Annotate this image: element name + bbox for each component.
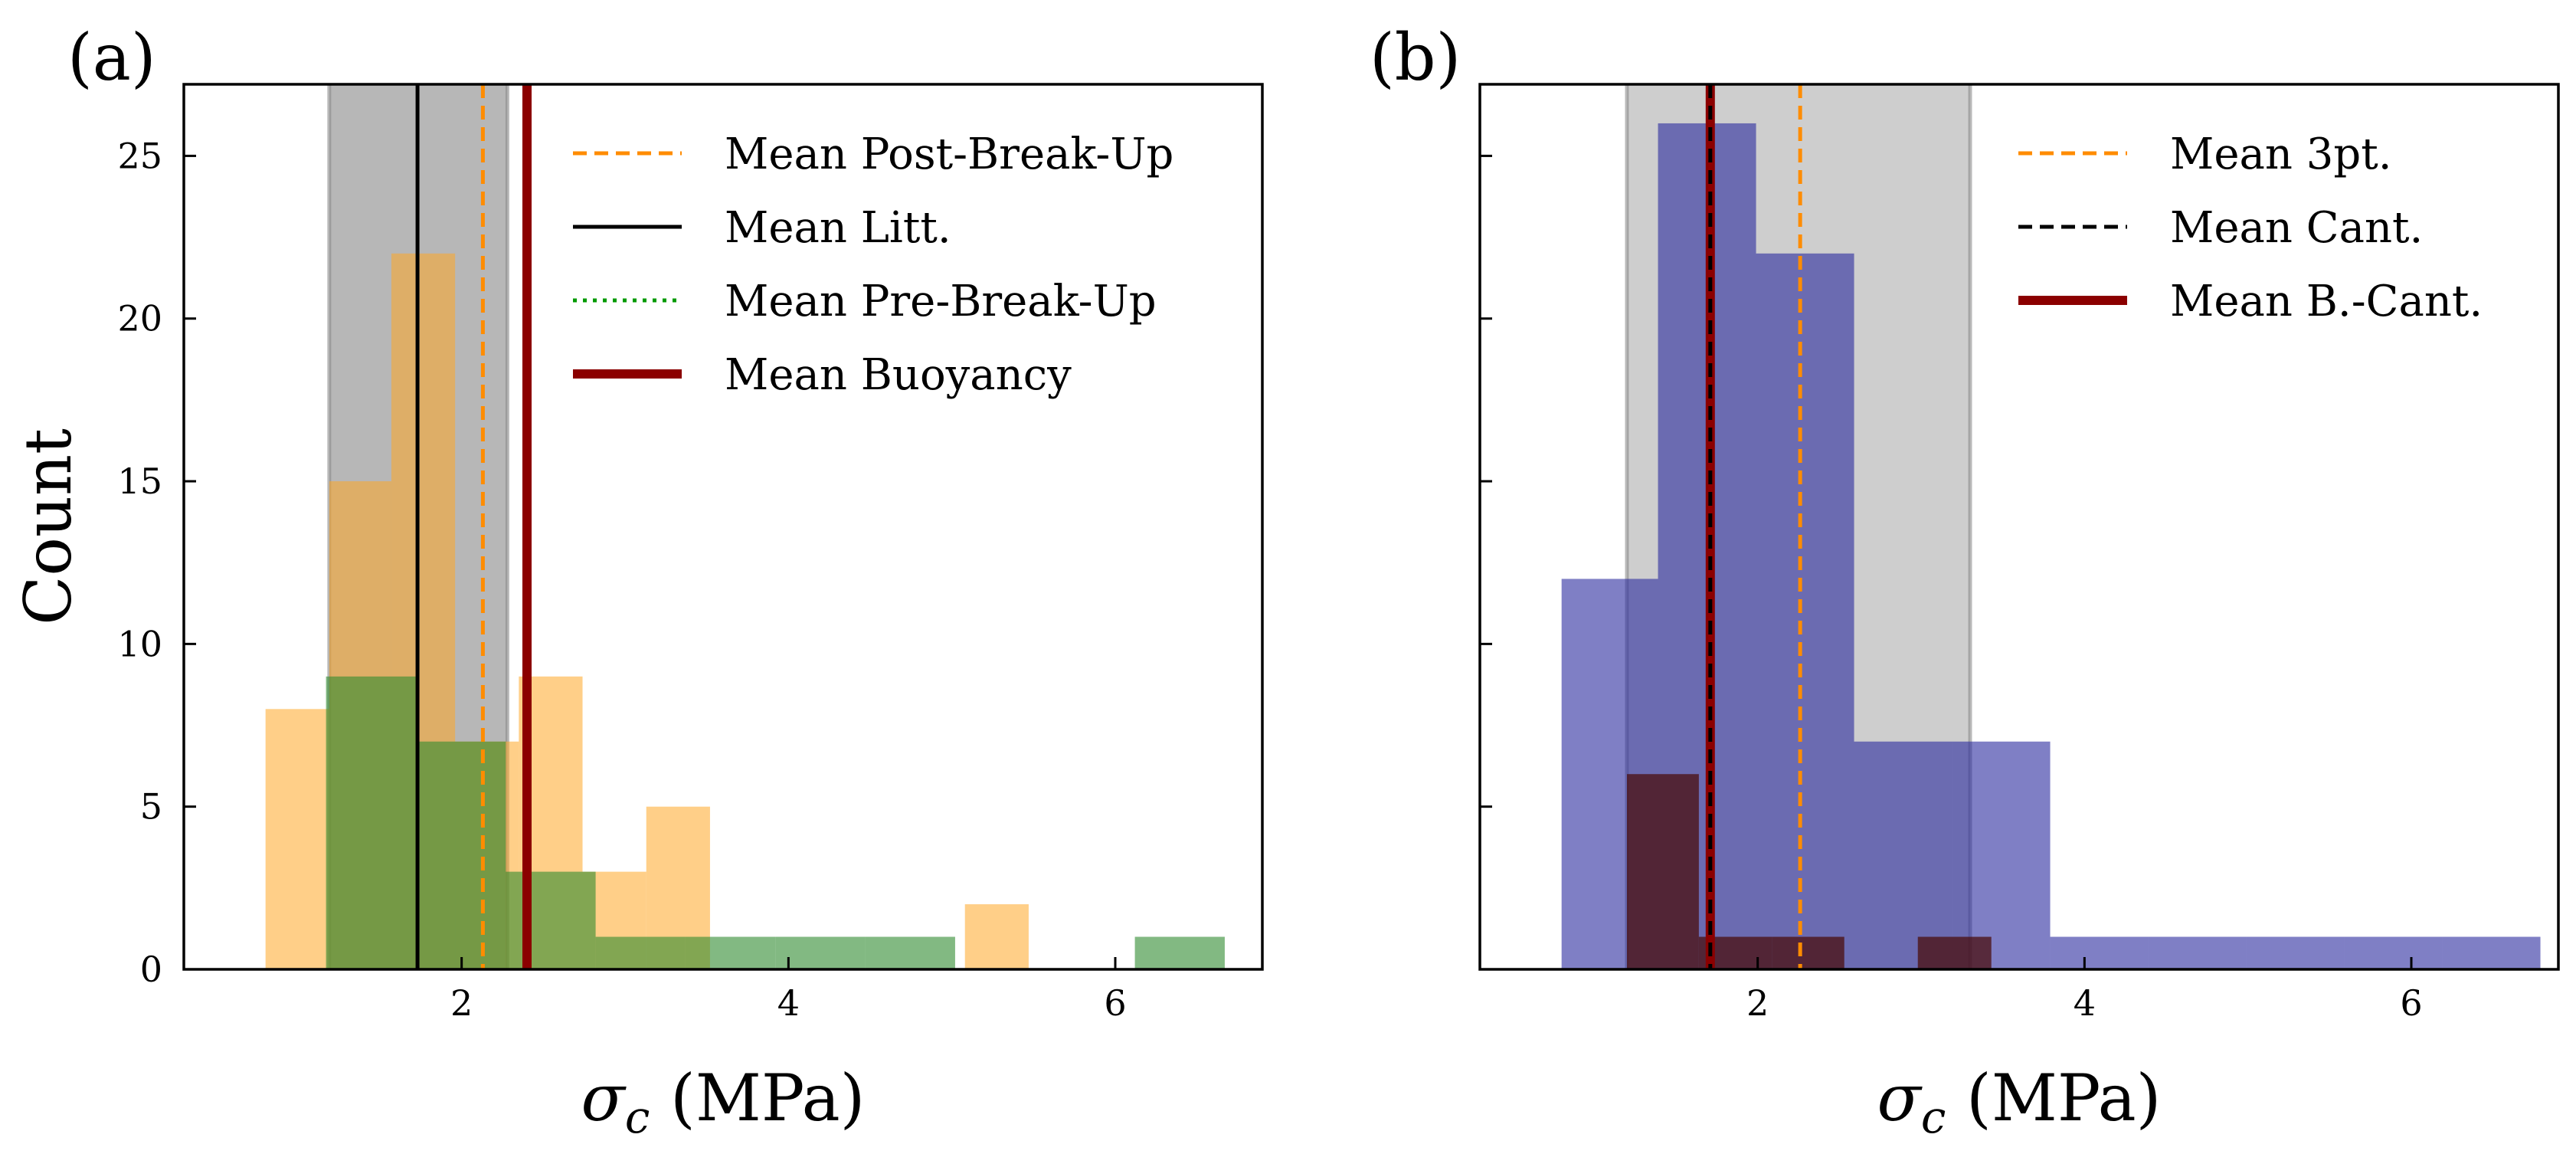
legend-label: Mean Post-Break-Up [725,129,1173,179]
histogram-bar [685,936,776,969]
x-tick-label: 4 [777,982,800,1024]
y-tick-label: 0 [140,949,162,990]
legend-label: Mean Pre-Break-Up [725,277,1157,326]
x-tick-label: 6 [2400,982,2422,1024]
histogram-bar [265,709,329,969]
panel-a: 2 4 6 0 5 10 15 20 25 σc (MPa) Count (a) Mean Post-B… [11,20,1264,1143]
legend-label: Mean 3pt. [2170,129,2392,179]
axes-frame [182,83,1264,971]
series-pre-break-up [326,676,1225,969]
histogram-bar [1756,253,1854,969]
legend-label: Mean Cant. [2170,203,2423,253]
histogram-bar [1134,936,1225,969]
histogram-bar [775,936,866,969]
histogram-bar [326,676,416,969]
y-tick-label: 10 [117,623,162,664]
x-tick-label: 2 [450,982,473,1024]
x-axis-label: σc (MPa) [1877,1061,2162,1143]
histogram-bar [595,936,686,969]
histogram-bar [1772,936,1844,969]
legend: Mean 3pt. Mean Cant. Mean B.-Cant. [2018,129,2483,326]
histogram-bar [506,871,596,969]
legend: Mean Post-Break-Up Mean Litt. Mean Pre-Bre… [573,129,1173,400]
x-tick-label: 6 [1104,982,1126,1024]
y-tick-label: 20 [117,298,162,339]
legend-label: Mean B.-Cant. [2170,277,2483,326]
panel-label: (a) [67,20,156,95]
histogram-bar [2246,936,2345,969]
histogram-bar [2344,936,2443,969]
y-tick-label: 25 [117,135,162,176]
histogram-bar [2148,936,2247,969]
y-axis-label: Count [11,428,86,625]
histogram-bar [1952,741,2051,969]
x-tick-label: 4 [2074,982,2096,1024]
x-axis-label: σc (MPa) [581,1061,866,1143]
y-tick-label: 5 [140,786,162,828]
panel-label: (b) [1370,20,1461,95]
y-tick-label: 15 [117,461,162,502]
histogram-bar [1854,741,1952,969]
axes-frame [1478,83,2560,971]
histogram-bar [2442,936,2541,969]
histogram-bar [964,904,1029,969]
x-tick-label: 2 [1746,982,1769,1024]
histogram-bar [865,936,955,969]
series-b-cant- [1627,774,1992,969]
legend-label: Mean Buoyancy [725,350,1072,400]
histogram-bar [2050,936,2149,969]
histogram-bar [415,741,506,969]
legend-label: Mean Litt. [725,203,951,253]
panel-b: 2 4 6 σc (MPa) (b) Mean 3pt. Mean Cant. Mean B.… [1370,20,2560,1143]
histogram-bar [1627,774,1699,969]
histogram-bar [1917,936,1992,969]
